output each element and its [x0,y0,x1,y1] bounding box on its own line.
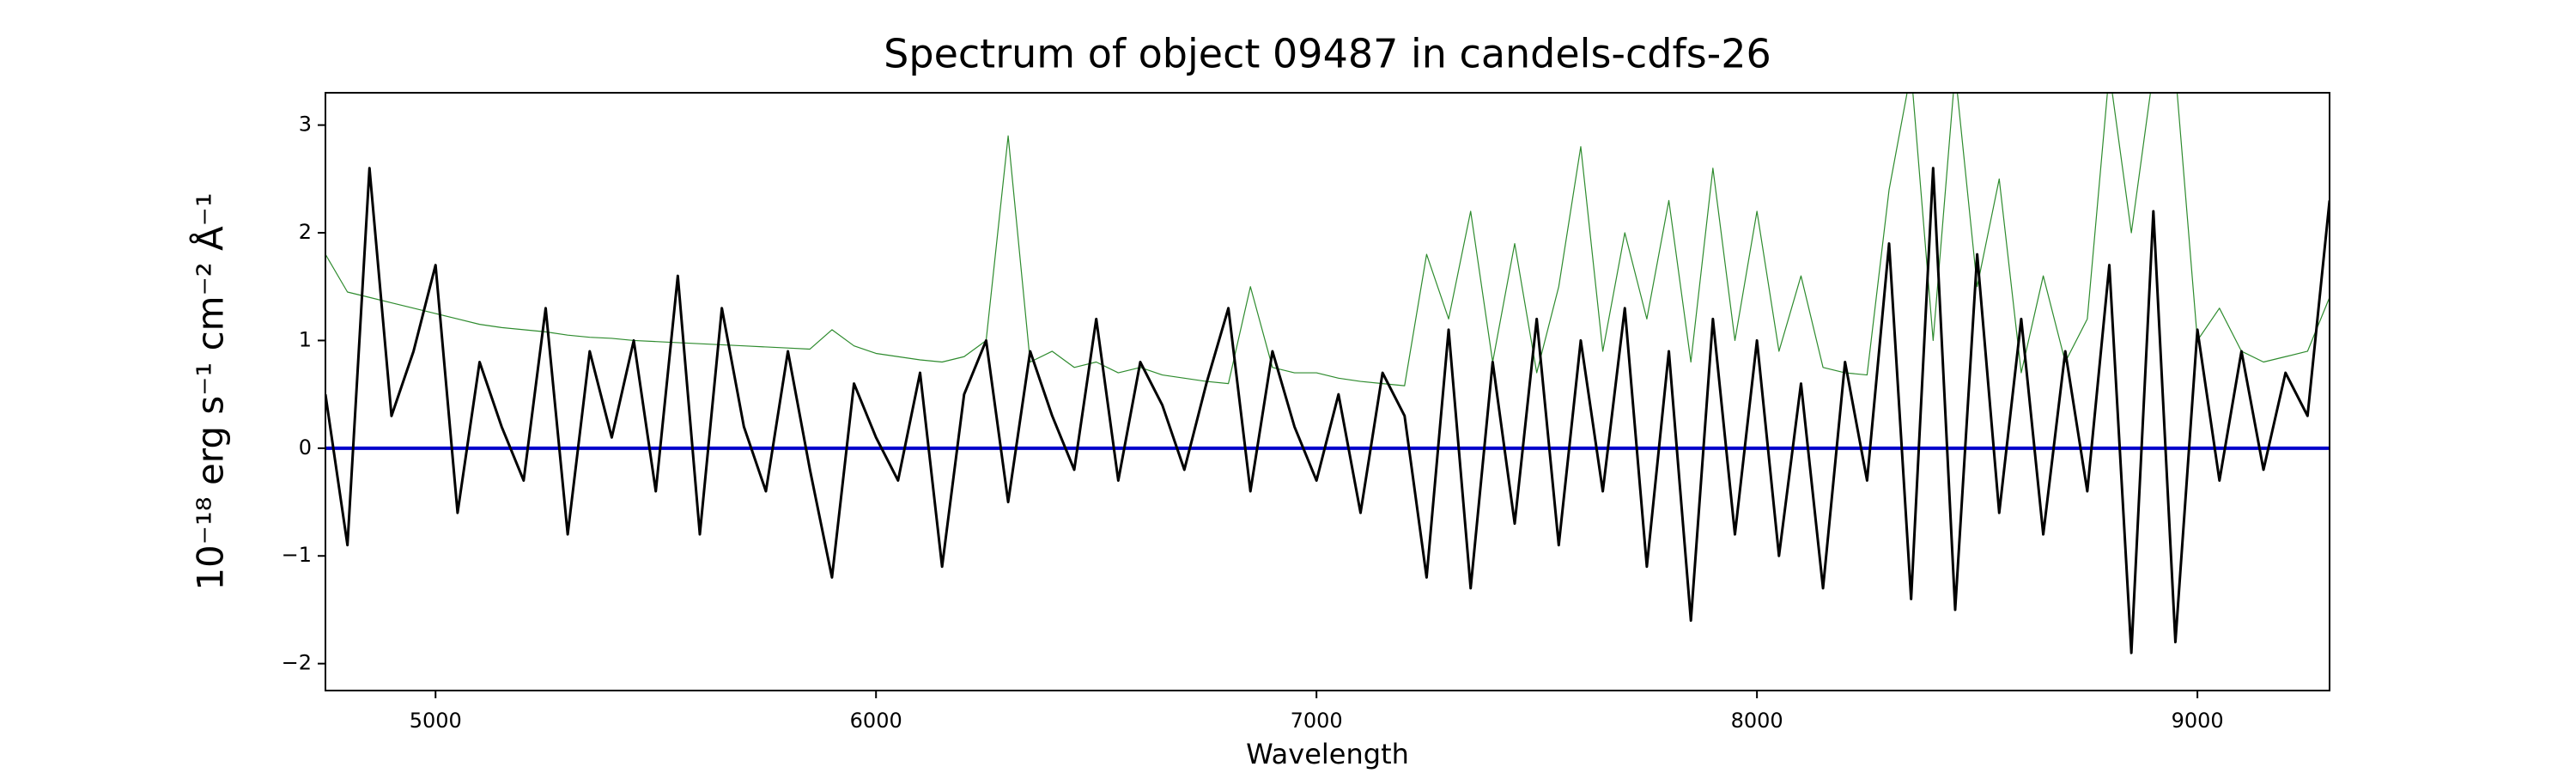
x-tick-label: 7000 [1291,709,1343,733]
y-tick-label: −1 [282,543,312,567]
x-tick-label: 8000 [1731,709,1783,733]
x-tick-label: 5000 [410,709,462,733]
x-tick-label: 9000 [2172,709,2224,733]
y-tick-label: 0 [299,435,312,460]
x-axis-label: Wavelength [1246,738,1409,770]
chart-title: Spectrum of object 09487 in candels-cdfs… [884,31,1771,77]
y-axis-label: 10⁻¹⁸ erg s⁻¹ cm⁻² Å⁻¹ [189,192,232,590]
y-tick-label: 2 [299,220,312,244]
plot-area [325,93,2330,654]
x-tick-label: 6000 [850,709,902,733]
axes-frame [325,92,2330,691]
y-tick-label: 3 [299,113,312,137]
series-line [325,167,2330,654]
y-tick-label: −2 [282,651,312,675]
y-tick-label: 1 [299,327,312,351]
series-line [325,93,2330,386]
